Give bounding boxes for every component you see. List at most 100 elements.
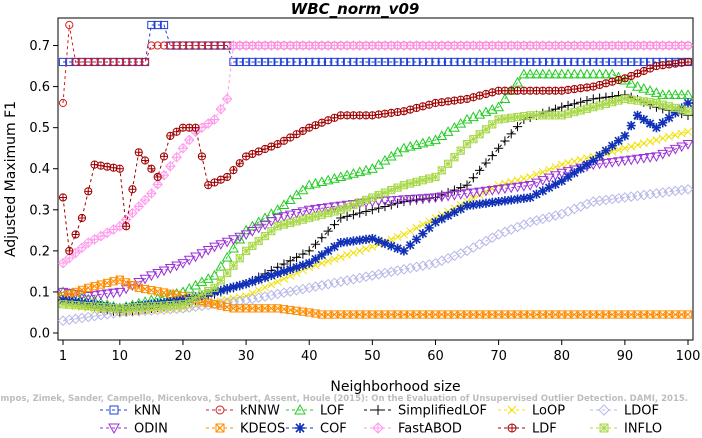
chart-point-marker <box>273 222 282 231</box>
chart-point-marker <box>677 105 686 114</box>
chart-point-marker <box>204 287 213 296</box>
chart-point-marker <box>349 248 358 257</box>
chart-point-marker <box>115 57 124 67</box>
chart-point-marker <box>487 150 497 161</box>
chart-point-marker <box>563 100 573 111</box>
chart-point-marker <box>305 57 314 67</box>
legend-label: SimplifiedLOF <box>398 404 487 419</box>
chart-point-marker <box>247 293 258 305</box>
chart-point-marker <box>524 68 536 79</box>
chart-point-marker <box>392 195 404 206</box>
chart-point-marker <box>564 159 573 167</box>
chart-point-marker <box>228 235 239 245</box>
chart-point-marker <box>278 199 290 209</box>
chart-point-marker <box>625 77 637 88</box>
chart-point-marker <box>663 147 675 158</box>
series-line <box>62 188 689 322</box>
x-tick-label: 40 <box>301 349 318 364</box>
chart-point-marker <box>228 242 239 253</box>
chart-point-marker <box>380 57 390 67</box>
chart-point-marker <box>128 57 137 67</box>
chart-point-marker <box>474 238 485 250</box>
chart-point-marker <box>160 152 168 161</box>
chart-point-marker <box>671 310 680 319</box>
chart-point-marker <box>242 152 250 161</box>
chart-point-marker <box>379 267 391 279</box>
chart-point-marker <box>519 310 528 319</box>
chart-point-marker <box>253 223 265 234</box>
chart-point-marker <box>57 315 69 326</box>
x-tick-label: 30 <box>238 349 255 364</box>
chart-point-marker <box>538 186 548 196</box>
chart-point-marker <box>563 172 573 182</box>
chart-point-marker <box>519 193 529 203</box>
chart-point-marker <box>82 311 94 323</box>
chart-point-marker <box>619 156 631 167</box>
chart-point-marker <box>531 68 542 79</box>
chart-point-marker <box>406 57 415 67</box>
chart-point-marker <box>543 68 555 79</box>
chart-point-marker <box>569 168 579 178</box>
chart-point-marker <box>178 41 188 50</box>
chart-point-marker <box>620 310 629 319</box>
chart-point-marker <box>343 251 352 259</box>
chart-point-marker <box>500 57 510 67</box>
chart-point-marker <box>601 310 611 319</box>
chart-point-marker <box>70 313 81 325</box>
series-layer <box>57 20 694 326</box>
chart-point-marker <box>512 122 523 132</box>
chart-point-marker <box>89 234 100 244</box>
chart-point-marker <box>342 237 352 247</box>
chart-point-marker <box>582 160 592 170</box>
chart-point-marker <box>550 179 561 189</box>
chart-point-marker <box>437 310 446 319</box>
chart-point-marker <box>210 178 219 187</box>
chart-point-marker <box>158 266 170 277</box>
watermark-text: Campos, Zimek, Sander, Campello, Micenko… <box>0 394 688 404</box>
chart-point-marker <box>461 189 473 199</box>
chart-point-marker <box>626 121 636 131</box>
chart-point-marker <box>297 184 309 195</box>
chart-point-marker <box>58 258 68 268</box>
chart-point-marker <box>595 150 605 161</box>
chart-point-marker <box>601 99 610 108</box>
chart-point-marker <box>209 242 220 253</box>
chart-point-marker <box>267 227 276 236</box>
chart-title: WBC_norm_v09 <box>291 0 420 18</box>
chart-point-marker <box>298 215 307 224</box>
chart-point-marker <box>589 83 597 91</box>
chart-point-marker <box>355 57 364 67</box>
x-tick-label: 20 <box>175 349 192 364</box>
chart-point-marker <box>260 57 270 67</box>
chart-point-marker <box>581 68 593 79</box>
chart-point-marker <box>488 120 497 129</box>
chart-point-marker <box>303 179 315 190</box>
chart-point-marker <box>387 310 396 319</box>
chart-point-marker <box>461 245 473 257</box>
y-tick-label: 0.1 <box>29 285 50 300</box>
chart-point-marker <box>406 105 414 114</box>
legend-item: SimplifiedLOF <box>364 404 487 419</box>
chart-point-marker <box>310 239 321 249</box>
chart-point-marker <box>215 423 225 433</box>
chart-point-marker <box>96 231 106 241</box>
chart-point-marker <box>373 423 383 433</box>
chart-point-marker <box>683 98 693 108</box>
chart-point-marker <box>228 282 239 292</box>
chart-point-marker <box>348 210 359 220</box>
chart-point-marker <box>273 57 282 67</box>
chart-point-marker <box>430 217 441 227</box>
chart-point-marker <box>336 205 345 214</box>
legend-label: COF <box>320 422 347 435</box>
chart-point-marker <box>385 266 397 278</box>
chart-point-marker <box>500 310 510 319</box>
chart-point-marker <box>614 145 623 154</box>
chart-point-marker <box>431 57 440 67</box>
chart-point-marker <box>185 297 194 305</box>
chart-point-marker <box>412 57 421 67</box>
chart-point-marker <box>463 95 471 103</box>
chart-point-marker <box>197 290 206 299</box>
legend-label: LDOF <box>624 404 659 419</box>
chart-point-marker <box>462 57 472 67</box>
chart-point-marker <box>360 164 372 175</box>
